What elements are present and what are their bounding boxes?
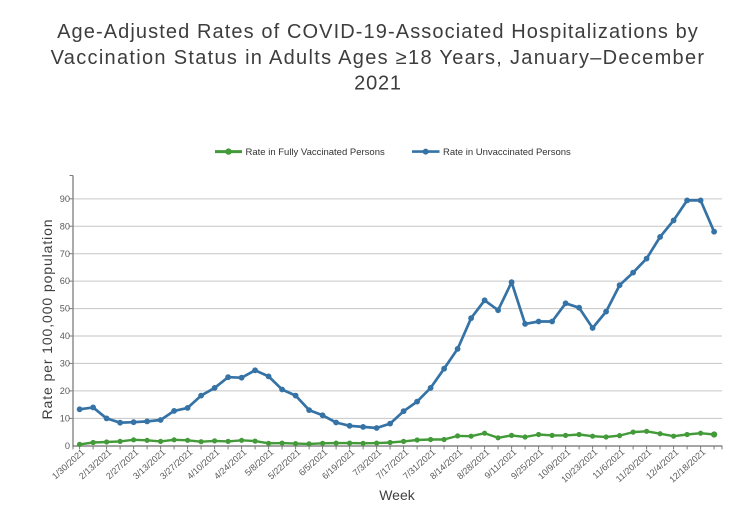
svg-text:70: 70: [60, 249, 70, 259]
svg-text:Rate in Unvaccinated Persons: Rate in Unvaccinated Persons: [443, 147, 571, 158]
svg-text:90: 90: [60, 194, 70, 204]
svg-text:10: 10: [60, 414, 70, 424]
svg-text:80: 80: [60, 221, 70, 231]
svg-text:30: 30: [60, 359, 70, 369]
svg-text:Rate per 100,000 population: Rate per 100,000 population: [39, 219, 55, 420]
svg-text:Week: Week: [379, 487, 416, 503]
svg-text:40: 40: [60, 331, 70, 341]
svg-text:20: 20: [60, 386, 70, 396]
svg-text:Rate in Fully Vaccinated Perso: Rate in Fully Vaccinated Persons: [246, 147, 385, 158]
svg-text:2021: 2021: [354, 73, 402, 95]
svg-text:60: 60: [60, 276, 70, 286]
svg-text:Age-Adjusted Rates of COVID-19: Age-Adjusted Rates of COVID-19-Associate…: [57, 21, 699, 43]
svg-text:0: 0: [65, 441, 70, 451]
svg-text:50: 50: [60, 304, 70, 314]
svg-text:Vaccination Status in Adults A: Vaccination Status in Adults Ages ≥18 Ye…: [51, 47, 706, 69]
